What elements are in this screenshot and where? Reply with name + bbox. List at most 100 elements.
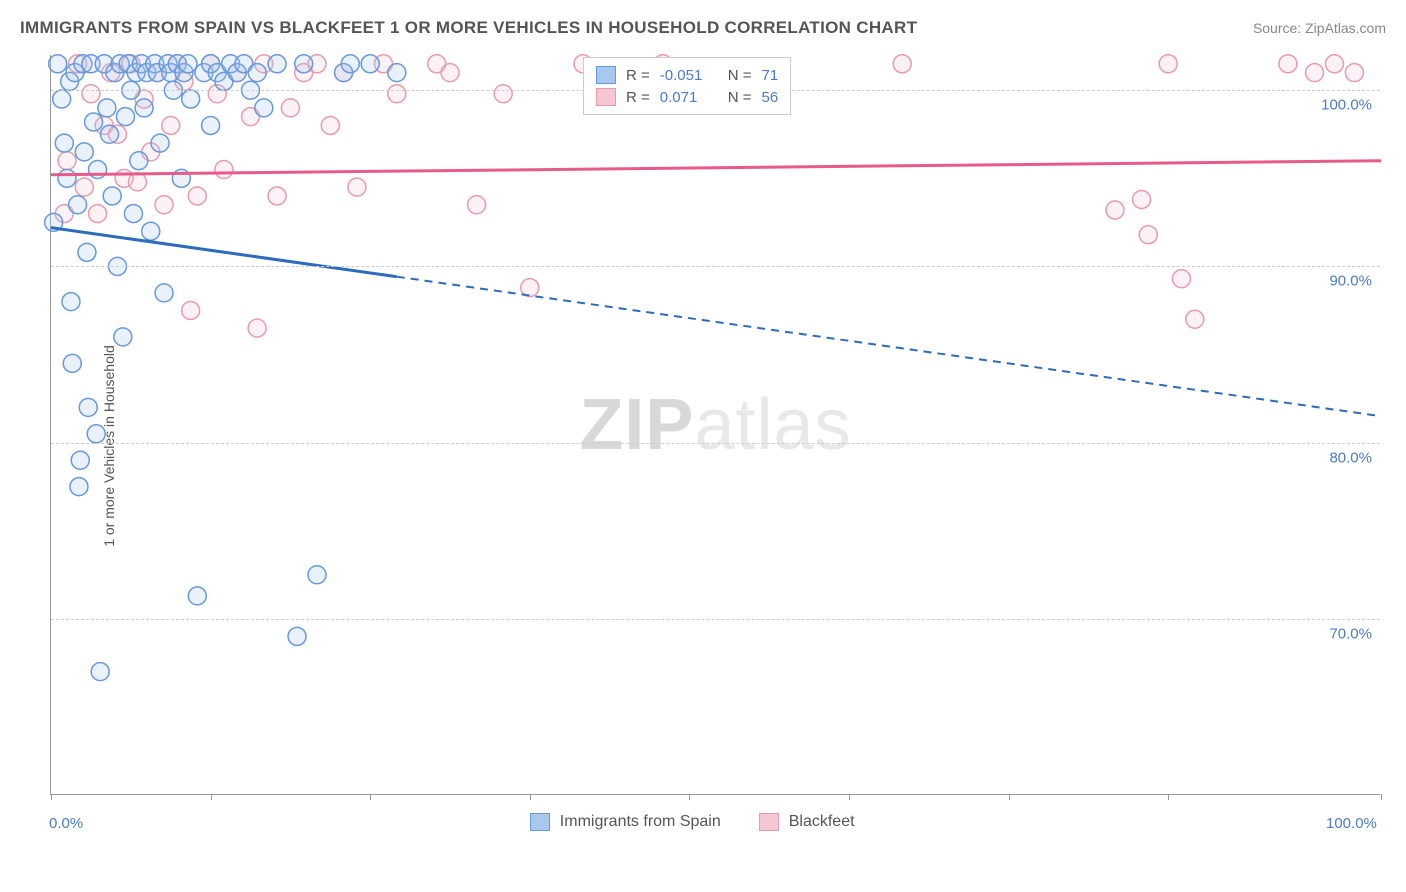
scatter-point xyxy=(103,187,121,205)
x-tick xyxy=(849,794,850,800)
scatter-point xyxy=(308,566,326,584)
n-label: N = xyxy=(728,67,752,84)
x-tick xyxy=(1381,794,1382,800)
scatter-point xyxy=(155,196,173,214)
scatter-point xyxy=(124,205,142,223)
scatter-point xyxy=(151,134,169,152)
y-tick-label: 70.0% xyxy=(1329,625,1372,642)
scatter-point xyxy=(288,627,306,645)
scatter-point xyxy=(79,398,97,416)
scatter-point xyxy=(1279,55,1297,73)
scatter-point xyxy=(1133,190,1151,208)
scatter-point xyxy=(155,284,173,302)
scatter-point xyxy=(268,187,286,205)
scatter-point xyxy=(116,108,134,126)
chart-title: IMMIGRANTS FROM SPAIN VS BLACKFEET 1 OR … xyxy=(20,18,917,38)
scatter-point xyxy=(75,178,93,196)
scatter-point xyxy=(63,354,81,372)
scatter-point xyxy=(62,293,80,311)
scatter-point xyxy=(69,196,87,214)
scatter-point xyxy=(255,99,273,117)
x-tick xyxy=(51,794,52,800)
scatter-point xyxy=(182,90,200,108)
x-tick xyxy=(1009,794,1010,800)
scatter-point xyxy=(142,222,160,240)
scatter-point xyxy=(1186,310,1204,328)
legend-stats-row: R = 0.071 N = 56 xyxy=(596,86,778,108)
scatter-point xyxy=(268,55,286,73)
scatter-point xyxy=(215,161,233,179)
scatter-point xyxy=(162,116,180,134)
r-label: R = xyxy=(626,67,650,84)
scatter-point xyxy=(75,143,93,161)
legend-label: Immigrants from Spain xyxy=(560,813,721,831)
scatter-point xyxy=(82,85,100,103)
x-tick-label: 0.0% xyxy=(49,815,83,832)
y-tick-label: 80.0% xyxy=(1329,449,1372,466)
scatter-point xyxy=(188,187,206,205)
legend-swatch xyxy=(530,813,550,831)
legend-swatch xyxy=(596,88,616,106)
scatter-point xyxy=(89,205,107,223)
legend-stats: R = -0.051 N = 71 R = 0.071 N = 56 xyxy=(583,57,791,115)
chart-header: IMMIGRANTS FROM SPAIN VS BLACKFEET 1 OR … xyxy=(20,18,1386,38)
legend-swatch xyxy=(596,66,616,84)
scatter-point xyxy=(98,99,116,117)
x-tick-label: 100.0% xyxy=(1326,815,1377,832)
trend-line xyxy=(51,161,1381,175)
n-label: N = xyxy=(728,89,752,106)
n-value: 56 xyxy=(762,89,779,106)
scatter-point xyxy=(893,55,911,73)
scatter-point xyxy=(188,587,206,605)
r-value: 0.071 xyxy=(660,89,710,106)
r-value: -0.051 xyxy=(660,67,710,84)
scatter-point xyxy=(71,451,89,469)
scatter-point xyxy=(114,328,132,346)
y-tick-label: 90.0% xyxy=(1329,273,1372,290)
r-label: R = xyxy=(626,89,650,106)
scatter-point xyxy=(87,425,105,443)
x-tick xyxy=(1168,794,1169,800)
scatter-point xyxy=(248,64,266,82)
x-tick xyxy=(689,794,690,800)
legend-series: Immigrants from SpainBlackfeet xyxy=(530,813,883,831)
scatter-point xyxy=(53,90,71,108)
scatter-point xyxy=(1173,270,1191,288)
scatter-point xyxy=(494,85,512,103)
x-tick xyxy=(211,794,212,800)
scatter-point xyxy=(321,116,339,134)
x-tick xyxy=(530,794,531,800)
scatter-point xyxy=(202,116,220,134)
legend-swatch xyxy=(759,813,779,831)
scatter-point xyxy=(341,55,359,73)
n-value: 71 xyxy=(762,67,779,84)
scatter-point xyxy=(1345,64,1363,82)
scatter-point xyxy=(441,64,459,82)
scatter-point xyxy=(78,243,96,261)
scatter-point xyxy=(130,152,148,170)
scatter-point xyxy=(388,85,406,103)
scatter-point xyxy=(1325,55,1343,73)
chart-svg xyxy=(51,55,1380,794)
scatter-point xyxy=(101,125,119,143)
scatter-point xyxy=(85,113,103,131)
x-tick xyxy=(370,794,371,800)
y-tick-label: 100.0% xyxy=(1321,97,1372,114)
scatter-point xyxy=(128,173,146,191)
scatter-point xyxy=(388,64,406,82)
legend-stats-row: R = -0.051 N = 71 xyxy=(596,64,778,86)
scatter-point xyxy=(1306,64,1324,82)
trend-line-dashed xyxy=(397,277,1381,417)
plot-area: ZIPatlas 70.0%80.0%90.0%100.0%0.0%100.0%… xyxy=(50,55,1380,795)
scatter-point xyxy=(49,55,67,73)
source-label: Source: ZipAtlas.com xyxy=(1253,20,1386,36)
scatter-point xyxy=(348,178,366,196)
trend-line-solid xyxy=(51,228,397,277)
scatter-point xyxy=(1106,201,1124,219)
scatter-point xyxy=(58,152,76,170)
scatter-point xyxy=(58,169,76,187)
gridline-h xyxy=(51,266,1380,267)
scatter-point xyxy=(468,196,486,214)
scatter-point xyxy=(91,663,109,681)
gridline-h xyxy=(51,619,1380,620)
